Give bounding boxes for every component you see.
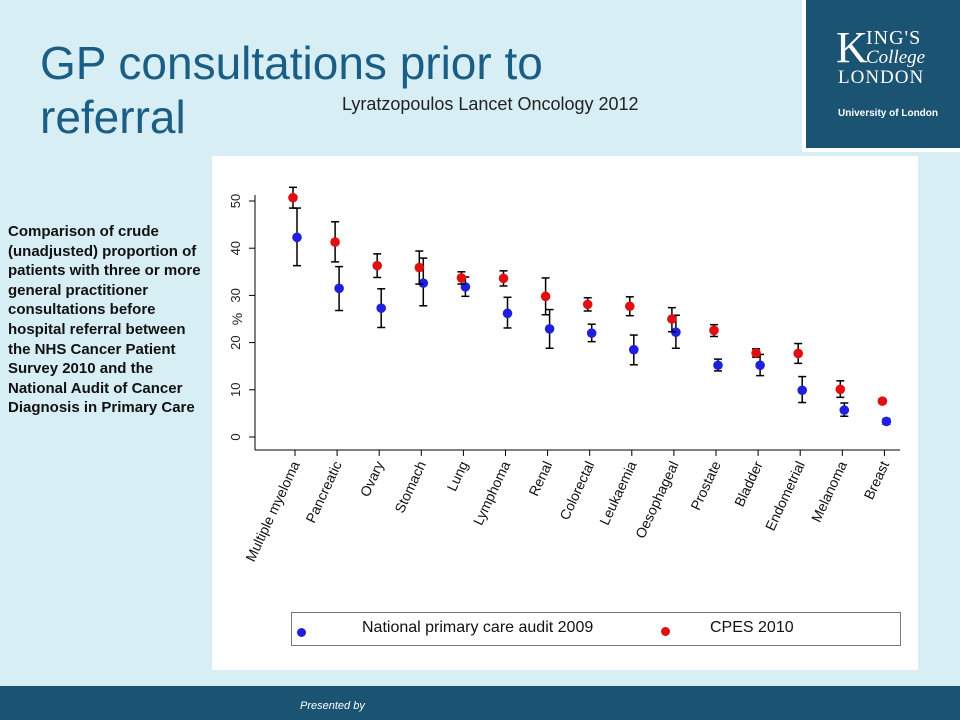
cpes-point bbox=[582, 299, 593, 310]
audit-point bbox=[544, 324, 555, 334]
logo-ings: ING'S bbox=[866, 27, 922, 49]
audit-point bbox=[418, 278, 429, 288]
x-tick-label: Stomach bbox=[391, 459, 429, 516]
logo-college: College bbox=[866, 47, 926, 68]
audit-point bbox=[881, 416, 892, 427]
presented-by: Presented by bbox=[300, 700, 365, 712]
citation: Lyratzopoulos Lancet Oncology 2012 bbox=[342, 94, 639, 114]
x-tick-label: Lung bbox=[443, 459, 471, 494]
x-tick-label: Oesophageal bbox=[632, 459, 682, 541]
audit-point bbox=[839, 405, 850, 415]
x-tick-label: Multiple myeloma bbox=[242, 458, 303, 564]
audit-point bbox=[376, 303, 387, 313]
x-tick-label: Breast bbox=[861, 458, 893, 502]
y-tick-label: 0 bbox=[228, 433, 243, 440]
logo-k: K bbox=[836, 23, 868, 72]
x-tick-label: Renal bbox=[525, 459, 555, 499]
audit-point bbox=[292, 232, 302, 243]
y-tick-label: 30 bbox=[228, 288, 243, 302]
cpes-point bbox=[625, 301, 635, 312]
logo-london: LONDON bbox=[838, 67, 925, 88]
y-tick-label: 40 bbox=[228, 241, 243, 255]
logo-university: University of London bbox=[838, 108, 938, 119]
cpes-point bbox=[372, 260, 383, 271]
kings-college-london-logo: K ING'S College LONDON University of Lon… bbox=[802, 0, 960, 152]
x-tick-label: Endometrial bbox=[762, 459, 808, 533]
legend-cpes-label: CPES 2010 bbox=[710, 619, 794, 636]
audit-point bbox=[755, 360, 765, 371]
x-tick-label: Colorectal bbox=[556, 459, 597, 523]
cpes-point bbox=[288, 192, 298, 203]
legend-audit-label: National primary care audit 2009 bbox=[362, 619, 594, 636]
slide-title: GP consultations prior to referral bbox=[40, 37, 543, 143]
cpes-point bbox=[540, 291, 551, 302]
cpes-point bbox=[456, 273, 467, 283]
footer-bar: Presented by bbox=[0, 686, 960, 720]
cpes-point bbox=[330, 237, 340, 247]
side-note: Comparison of crude (unadjusted) proport… bbox=[8, 223, 201, 417]
audit-point bbox=[586, 328, 597, 338]
x-tick-label: Melanoma bbox=[808, 458, 850, 524]
audit-point bbox=[797, 385, 807, 396]
plot-area bbox=[255, 174, 900, 450]
x-tick-label: Lymphoma bbox=[470, 458, 514, 527]
cpes-point bbox=[709, 325, 719, 336]
x-tick-label: Prostate bbox=[687, 458, 724, 512]
cpes-point bbox=[793, 348, 803, 359]
audit-point bbox=[629, 344, 639, 355]
audit-point bbox=[502, 308, 513, 319]
cpes-point bbox=[667, 314, 677, 324]
cpes-point bbox=[498, 273, 509, 284]
y-tick-label: 20 bbox=[228, 335, 243, 349]
y-tick-label: 50 bbox=[228, 194, 243, 208]
x-tick-label: Bladder bbox=[731, 458, 766, 509]
x-tick-label: Leukaemia bbox=[596, 458, 640, 527]
legend-cpes-marker bbox=[661, 627, 670, 636]
y-axis-label: % bbox=[229, 313, 245, 325]
cpes-point bbox=[414, 262, 425, 273]
x-tick-label: Pancreatic bbox=[302, 459, 344, 526]
y-tick-label: 10 bbox=[228, 383, 243, 397]
audit-point bbox=[713, 360, 723, 371]
cpes-point bbox=[877, 396, 888, 406]
cpes-point bbox=[835, 384, 846, 395]
audit-point bbox=[334, 283, 344, 294]
chart-legend: National primary care audit 2009 CPES 20… bbox=[291, 612, 901, 646]
x-tick-label: Ovary bbox=[357, 459, 387, 500]
cpes-point bbox=[751, 348, 761, 358]
legend-audit-marker bbox=[297, 628, 306, 637]
